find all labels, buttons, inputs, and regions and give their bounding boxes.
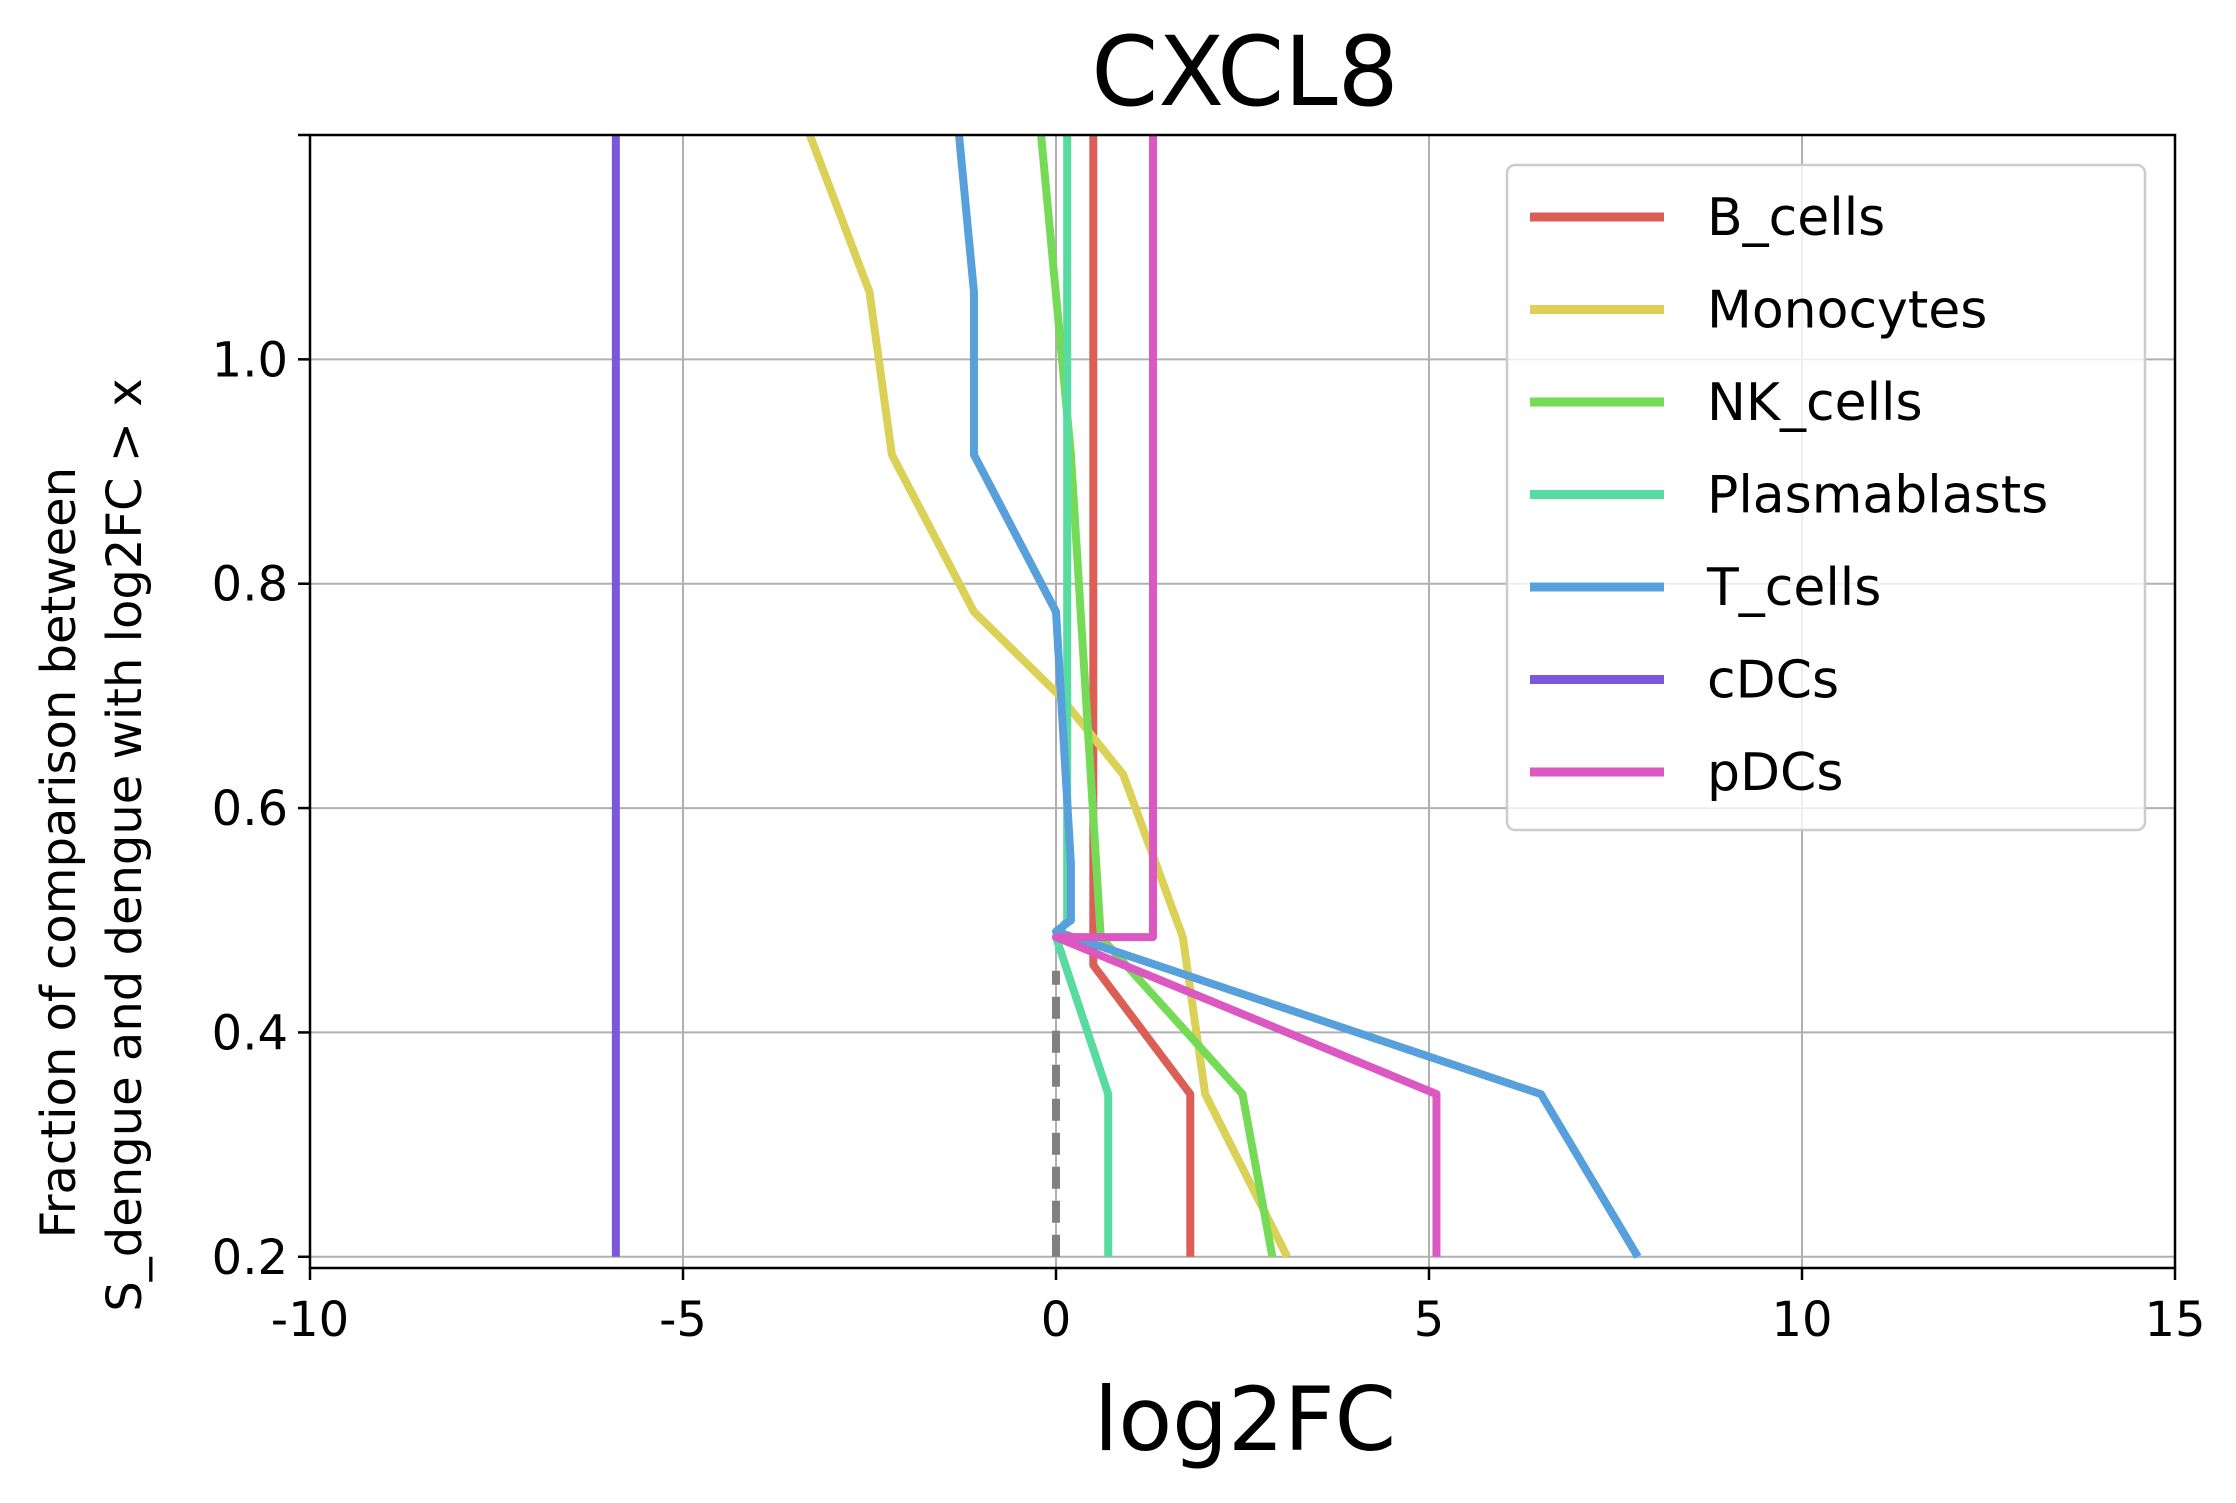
series-line-b-cells	[1089, 135, 1195, 1257]
x-tick-label: 10	[1771, 1292, 1832, 1348]
y-tick-label: 1.0	[212, 332, 288, 388]
series-layer	[611, 133, 1642, 1259]
legend-label-nk-cells: NK_cells	[1707, 373, 1923, 433]
series-line-t-cells	[955, 134, 1642, 1259]
x-tick-label: -5	[659, 1292, 707, 1348]
legend-label-cdcs: cDCs	[1707, 651, 1839, 711]
legend: B_cells Monocytes NK_cells Plasmablasts T_ce…	[1505, 163, 2147, 832]
legend-label-b-cells: B_cells	[1707, 188, 1885, 248]
legend-label-t-cells: T_cells	[1706, 558, 1881, 618]
y-tick-label: 0.6	[212, 781, 288, 837]
y-tick-label: 0.2	[212, 1230, 288, 1286]
y-tick-label: 0.4	[212, 1005, 288, 1061]
y-axis-label-line-1: Fraction of comparison between	[31, 467, 87, 1238]
series-line-pdcs	[1052, 135, 1441, 1257]
legend-label-monocytes: Monocytes	[1707, 281, 1987, 341]
x-tick-label: 15	[2144, 1292, 2205, 1348]
y-axis-label: Fraction of comparison between S_dengue …	[31, 378, 153, 1311]
legend-label-plasmablasts: Plasmablasts	[1707, 466, 2048, 526]
x-tick-label: 0	[1041, 1292, 1072, 1348]
x-tick-label: -10	[271, 1292, 349, 1348]
chart-title: CXCL8	[1091, 16, 1398, 128]
x-tick-label: 5	[1414, 1292, 1445, 1348]
legend-label-pdcs: pDCs	[1707, 743, 1843, 803]
axes-frame	[308, 133, 2177, 1270]
y-tick-label: 0.8	[212, 557, 288, 613]
ticks: -10 -5 0 5 10 15 0.2 0.4 0.6 0.8 1.0	[212, 133, 2206, 1348]
y-axis-label-line-2: S_dengue and dengue with log2FC > x	[97, 378, 153, 1311]
legend-box	[1505, 163, 2147, 832]
x-axis-label: log2FC	[1094, 1368, 1396, 1471]
